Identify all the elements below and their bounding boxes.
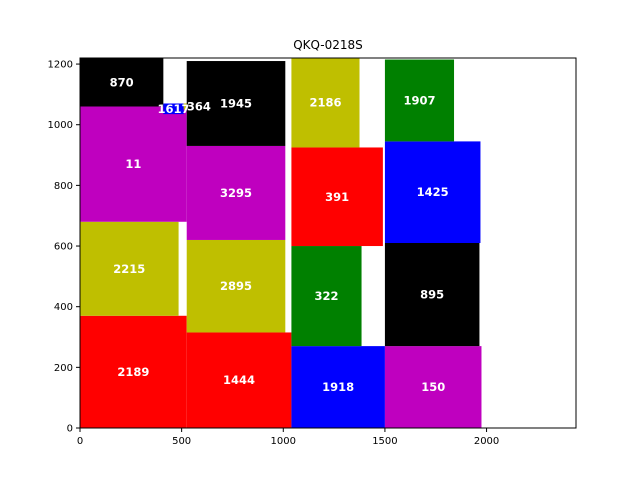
- tile-2189: [80, 315, 187, 428]
- bars-group: [80, 58, 482, 428]
- x-tick-label: 1000: [271, 436, 296, 447]
- tile-322: [291, 246, 362, 347]
- tile-1907: [384, 59, 455, 142]
- tile-label-150: 150: [421, 380, 445, 394]
- tile-label-11: 11: [125, 157, 141, 171]
- y-tick-label: 1200: [48, 60, 73, 71]
- tile-2215: [80, 221, 179, 316]
- x-tick-label: 500: [172, 436, 191, 447]
- chart-title: QKQ-0218S: [293, 38, 363, 52]
- tile-label-391: 391: [325, 190, 349, 204]
- tile-391: [291, 147, 383, 247]
- tile-895: [384, 243, 480, 347]
- x-axis: 0 500 1000 1500 2000: [77, 428, 499, 447]
- tile-1918: [291, 346, 385, 428]
- tile-3295: [186, 145, 286, 240]
- y-tick-label: 800: [54, 181, 73, 192]
- tile-1425: [384, 141, 481, 243]
- tile-1617: [163, 103, 184, 115]
- tile-label-895: 895: [420, 288, 444, 302]
- y-tick-label: 200: [54, 363, 73, 374]
- tile-2895: [186, 239, 286, 333]
- tile-label-870: 870: [110, 75, 134, 89]
- x-tick-label: 1500: [372, 436, 397, 447]
- tile-label-1907: 1907: [403, 93, 435, 107]
- tile-label-1444: 1444: [223, 373, 255, 387]
- y-tick-label: 400: [54, 302, 73, 313]
- x-tick-label: 2000: [474, 436, 499, 447]
- y-axis: 0 200 400 600 800 1000 1200: [48, 60, 80, 435]
- tile-2186: [291, 58, 360, 148]
- y-tick-label: 0: [67, 424, 73, 435]
- tile-150: [384, 346, 482, 428]
- y-tick-label: 600: [54, 242, 73, 253]
- tile-label-322: 322: [314, 289, 338, 303]
- tile-1945: [186, 61, 286, 146]
- tile-1444: [186, 332, 292, 428]
- tile-label-1918: 1918: [322, 380, 354, 394]
- tile-870: [80, 58, 164, 107]
- plot-frame: [79, 57, 577, 429]
- tile-11: [80, 106, 187, 222]
- tile-label-1617: 1617: [158, 102, 190, 116]
- tile-label-1425: 1425: [417, 185, 449, 199]
- tile-label-3295: 3295: [220, 186, 252, 200]
- tile-label-364: 364: [187, 100, 211, 114]
- y-tick-label: 1000: [48, 120, 73, 131]
- tile-label-2215: 2215: [113, 262, 145, 276]
- tile-label-2189: 2189: [117, 365, 149, 379]
- x-tick-label: 0: [77, 436, 83, 447]
- tile-label-2186: 2186: [309, 96, 341, 110]
- tile-label-2895: 2895: [220, 279, 252, 293]
- labels-group: 2189 1444 1918 150 2215 2895 322 895 11 3295 391 14…: [110, 75, 449, 394]
- tile-label-1945: 1945: [220, 96, 252, 110]
